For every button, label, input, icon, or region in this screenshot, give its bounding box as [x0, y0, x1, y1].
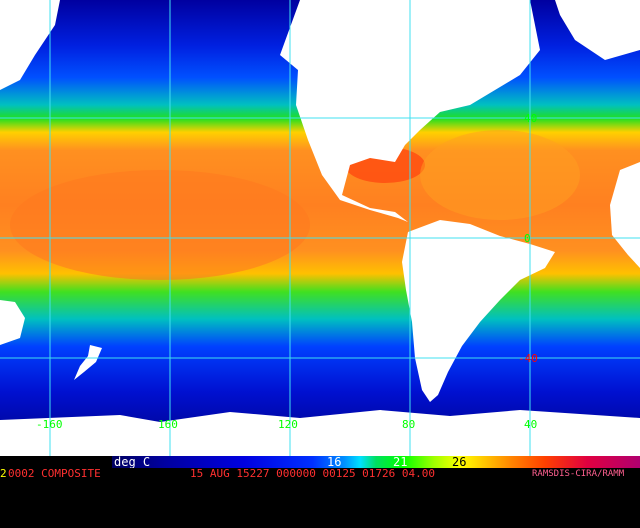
greenland-land	[555, 0, 640, 60]
sst-colorbar	[112, 456, 640, 468]
date-stamp: 15 AUG 15227 000000 00125 01726 04.00	[190, 467, 436, 480]
colorbar-tick-26: 26	[452, 455, 467, 469]
australia-land	[0, 300, 25, 345]
africa-land	[610, 162, 640, 268]
lon-label-5: 40	[524, 418, 537, 431]
asia-land	[0, 0, 60, 90]
colorbar-unit: deg C	[114, 455, 151, 469]
lat-label-0: 0	[524, 232, 531, 245]
lat-label-40n: 40	[524, 112, 537, 125]
new-zealand-land	[74, 345, 102, 380]
product-name: 0002 COMPOSITE	[8, 467, 101, 480]
sst-map: 40 0 -40 -160 160 120 80 40	[0, 0, 640, 456]
lon-label-1: -160	[36, 418, 63, 431]
pacific-warm-pool	[10, 170, 310, 280]
colorbar-tick-16: 16	[327, 455, 342, 469]
lon-label-2: 160	[158, 418, 178, 431]
atlantic-warm-pool	[420, 130, 580, 220]
product-info-line: 2 0002 COMPOSITE 15 AUG 15227 000000 001…	[0, 468, 640, 480]
lat-label-40s: -40	[518, 352, 538, 365]
info-prefix: 2	[0, 467, 7, 480]
south-america-land	[402, 220, 555, 402]
antarctica-land	[0, 410, 640, 456]
credit-label: RAMSDIS-CIRA/RAMM	[532, 469, 625, 479]
land-masses	[0, 0, 640, 456]
colorbar-strip: deg C 16 21 26	[0, 455, 640, 469]
grid-lines	[0, 0, 640, 456]
lon-label-4: 80	[402, 418, 415, 431]
colorbar-tick-21: 21	[393, 455, 408, 469]
lon-label-3: 120	[278, 418, 298, 431]
